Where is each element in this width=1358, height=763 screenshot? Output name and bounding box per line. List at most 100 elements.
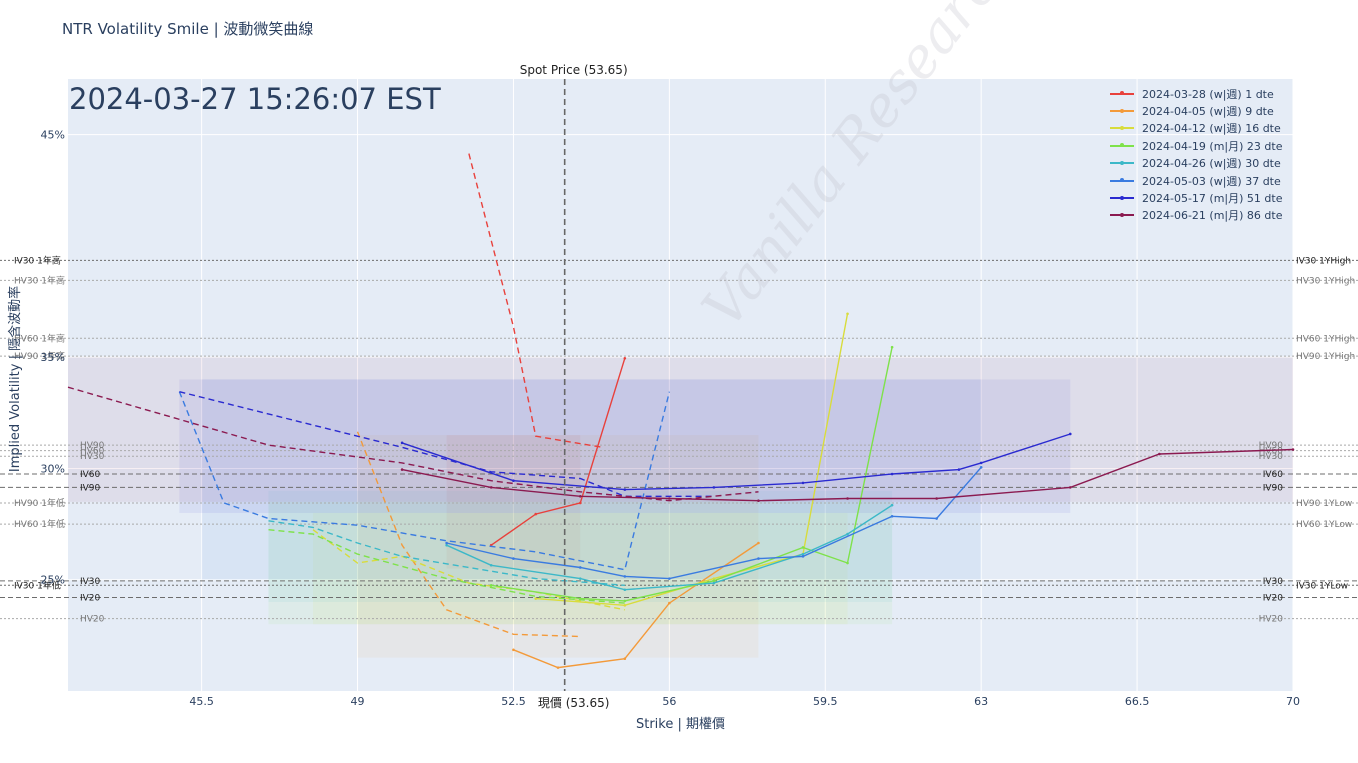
- data-point: [1291, 448, 1295, 451]
- data-point: [623, 657, 627, 661]
- reference-label-left: IV30 1年低: [14, 579, 61, 591]
- legend-label: 2024-05-03 (w|週) 37 dte: [1142, 174, 1281, 188]
- legend-label: 2024-04-26 (w|週) 30 dte: [1142, 157, 1281, 171]
- legend[interactable]: 2024-03-28 (w|週) 1 dte 2024-04-05 (w|週) 9…: [1110, 85, 1282, 224]
- confidence-band: [68, 357, 1293, 502]
- call-smile-line: [446, 504, 893, 591]
- reference-label-left: HV20: [80, 615, 105, 625]
- data-point: [445, 541, 448, 545]
- chart-title: NTR Volatility Smile | 波動微笑曲線: [62, 20, 314, 38]
- data-point: [578, 494, 582, 498]
- y-tick-label: 30%: [41, 462, 65, 475]
- legend-item[interactable]: 2024-04-19 (m|月) 23 dte: [1110, 137, 1282, 154]
- data-point: [757, 499, 760, 503]
- data-point: [534, 512, 538, 516]
- data-point: [668, 601, 671, 605]
- legend-item[interactable]: 2024-04-26 (w|週) 30 dte: [1110, 155, 1282, 172]
- y-tick-label: 35%: [41, 351, 65, 364]
- reference-label-right: IV30: [1263, 577, 1284, 587]
- legend-item[interactable]: 2024-06-21 (m|月) 86 dte: [1110, 207, 1282, 224]
- reference-label-right: HV20: [1259, 615, 1284, 625]
- legend-item[interactable]: 2024-04-12 (w|週) 16 dte: [1110, 120, 1282, 137]
- put-smile-line: [468, 153, 603, 448]
- data-point: [757, 541, 760, 545]
- confidence-band: [268, 501, 893, 625]
- data-point: [846, 312, 849, 316]
- data-point: [890, 515, 894, 518]
- legend-swatch: [1110, 195, 1134, 200]
- reference-label-left: HV90 1年低: [14, 497, 65, 509]
- data-point: [623, 488, 627, 491]
- spot-price-label: Spot Price (53.65): [520, 63, 628, 77]
- data-point: [489, 583, 493, 587]
- confidence-band: [446, 435, 581, 569]
- data-point: [534, 597, 538, 600]
- reference-label-right: HV60 1YLow: [1296, 520, 1352, 530]
- legend-label: 2024-04-12 (w|週) 16 dte: [1142, 122, 1281, 136]
- reference-label-left: HV60 1年高: [14, 332, 65, 344]
- put-smile-line: [178, 391, 671, 571]
- legend-swatch: [1110, 108, 1134, 113]
- x-tick-label: 45.5: [189, 695, 214, 708]
- reference-label-left: IV30 1年高: [14, 254, 61, 266]
- data-point: [712, 581, 716, 585]
- reference-label-left: IV20: [80, 594, 101, 604]
- data-point: [668, 497, 671, 500]
- reference-label-left: HV60 1年低: [14, 518, 65, 530]
- data-point: [623, 588, 627, 592]
- data-point: [578, 577, 582, 580]
- x-tick-label: 52.5: [501, 695, 526, 708]
- data-point: [1068, 432, 1072, 436]
- y-axis-title: Implied Volatility | 隱含波動率: [7, 286, 23, 472]
- legend-swatch: [1110, 212, 1134, 217]
- x-tick-label: 70: [1286, 695, 1300, 708]
- data-point: [489, 563, 493, 567]
- reference-label-right: IV60: [1263, 470, 1284, 480]
- x-tick-label: 56: [662, 695, 676, 708]
- data-point: [400, 468, 404, 471]
- data-point: [578, 501, 582, 505]
- data-point: [890, 503, 894, 507]
- data-point: [512, 648, 515, 652]
- legend-item[interactable]: 2024-05-03 (w|週) 37 dte: [1110, 172, 1282, 189]
- data-point: [512, 557, 515, 560]
- x-axis-title: Strike | 期權價: [636, 717, 725, 732]
- put-smile-line: [179, 391, 714, 497]
- reference-label-right: IV30 1YLow: [1296, 581, 1348, 591]
- data-point: [757, 557, 760, 560]
- data-point: [578, 566, 582, 569]
- x-tick-label: 59.5: [813, 695, 838, 708]
- data-point: [1158, 452, 1161, 456]
- data-point: [623, 356, 627, 360]
- data-point: [445, 543, 448, 547]
- legend-swatch: [1110, 125, 1134, 130]
- reference-label-right: HV30 1YHigh: [1296, 276, 1355, 286]
- legend-swatch: [1110, 160, 1134, 165]
- legend-item[interactable]: 2024-04-05 (w|週) 9 dte: [1110, 102, 1282, 119]
- legend-item[interactable]: 2024-05-17 (m|月) 51 dte: [1110, 189, 1282, 206]
- data-point: [712, 486, 716, 489]
- x-tick-label: 66.5: [1125, 695, 1150, 708]
- x-tick-label: 49: [351, 695, 365, 708]
- reference-label-left: IV90: [80, 483, 101, 493]
- reference-label-left: IV60: [80, 470, 101, 480]
- reference-label-right: HV90: [1259, 441, 1284, 451]
- data-point: [801, 481, 805, 485]
- legend-swatch: [1110, 91, 1134, 96]
- reference-label-left: HV60: [80, 447, 105, 457]
- data-point: [801, 555, 805, 558]
- reference-label-left: HV90 1年高: [14, 350, 65, 362]
- legend-item[interactable]: 2024-03-28 (w|週) 1 dte: [1110, 85, 1282, 102]
- reference-label-right: HV90 1YHigh: [1296, 352, 1355, 362]
- reference-label-left: HV30: [80, 452, 105, 462]
- data-point: [890, 345, 894, 349]
- data-point: [801, 552, 805, 556]
- legend-label: 2024-04-19 (m|月) 23 dte: [1142, 139, 1283, 153]
- y-tick-label: 25%: [41, 574, 65, 587]
- legend-label: 2024-03-28 (w|週) 1 dte: [1142, 87, 1274, 101]
- reference-label-right: IV20: [1263, 594, 1284, 604]
- data-point: [668, 577, 671, 580]
- data-point: [623, 604, 627, 607]
